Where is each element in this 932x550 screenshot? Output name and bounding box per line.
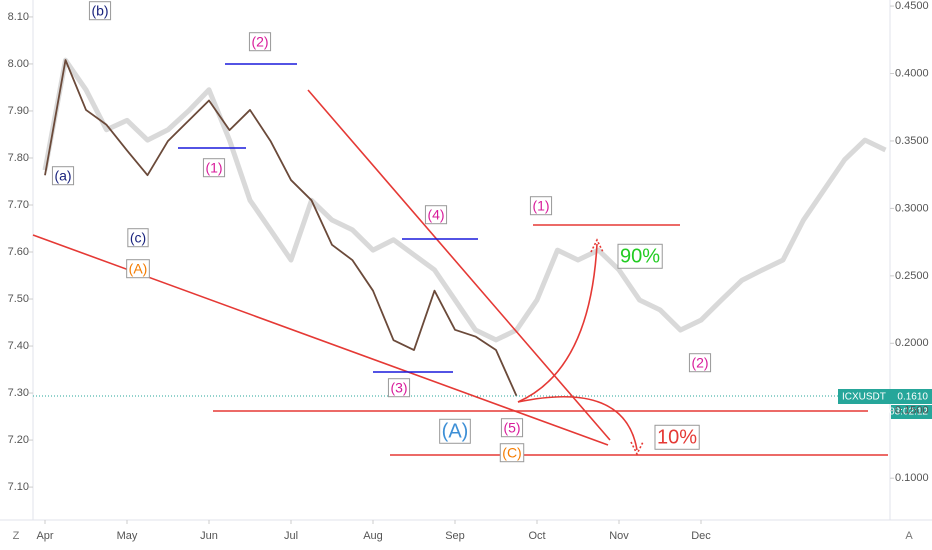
annotation: (b)	[91, 3, 108, 19]
annotation-box	[654, 424, 700, 450]
x-tick-label: Sep	[445, 530, 465, 542]
annotation-box	[688, 353, 712, 373]
price-line	[42, 57, 887, 343]
annotation-box	[88, 1, 112, 21]
y-tick-label: 7.80	[8, 152, 29, 164]
annotation: 90%	[620, 245, 660, 267]
annotation: (4)	[427, 207, 444, 223]
y2-tick-label: 0.4500	[895, 0, 929, 12]
annotation: (2)	[251, 34, 268, 50]
annotation: (2)	[691, 355, 708, 371]
y-tick-label: 7.90	[8, 105, 29, 117]
annotation: (5)	[503, 420, 520, 436]
arrow-down	[517, 395, 638, 451]
annotation: (1)	[205, 160, 222, 176]
annotation-box	[51, 166, 75, 186]
annotation: (A)	[129, 261, 148, 277]
annotation: (3)	[390, 380, 407, 396]
trend-line	[307, 89, 611, 441]
y2-tick-label: 0.4000	[895, 67, 929, 79]
x-tick-label: Nov	[609, 530, 629, 542]
annotation: (c)	[130, 230, 146, 246]
annotation-box	[248, 32, 272, 52]
y-tick-label: 8.10	[8, 11, 29, 23]
x-tick-label: Jun	[200, 530, 218, 542]
annotation-box	[529, 196, 553, 216]
x-tick-label: Jul	[284, 530, 298, 542]
x-tick-label: Apr	[36, 530, 53, 542]
y-tick-label: 7.40	[8, 340, 29, 352]
y2-tick-label: 0.1500	[895, 405, 929, 417]
annotation: 10%	[657, 426, 697, 448]
annotation: (1)	[532, 198, 549, 214]
y-tick-label: 7.70	[8, 199, 29, 211]
y2-tick-label: 0.2000	[895, 337, 929, 349]
corner-button[interactable]: A	[905, 530, 913, 542]
annotation-box	[499, 443, 525, 463]
y-tick-label: 7.60	[8, 246, 29, 258]
y-tick-label: 7.50	[8, 293, 29, 305]
arrow-up	[517, 243, 598, 403]
countdown-tag	[891, 405, 932, 419]
annotation-box	[126, 259, 150, 279]
countdown: 03:02:12	[889, 407, 928, 418]
price-tag	[838, 389, 932, 404]
corner-button[interactable]: Z	[13, 530, 20, 542]
price-tag-name: ICXUSDT	[842, 392, 886, 403]
y2-tick-label: 0.2500	[895, 270, 929, 282]
annotation-box	[439, 418, 471, 444]
y-tick-label: 7.30	[8, 387, 29, 399]
x-tick-label: May	[117, 530, 138, 542]
y2-tick-label: 0.3000	[895, 202, 929, 214]
x-tick-label: Dec	[691, 530, 711, 542]
annotation: (a)	[54, 168, 71, 184]
annotation-box	[127, 228, 149, 248]
annotation-box	[424, 205, 448, 225]
annotation-box	[617, 243, 663, 269]
x-tick-label: Aug	[363, 530, 383, 542]
y-tick-label: 7.10	[8, 481, 29, 493]
marks	[42, 57, 887, 397]
annotation: (C)	[502, 445, 521, 461]
annotation: (A)	[442, 420, 469, 442]
y2-tick-label: 0.1000	[895, 472, 929, 484]
arrow-head	[630, 441, 644, 456]
x-tick-label: Oct	[528, 530, 545, 542]
annotation-box	[387, 378, 411, 398]
price-line	[44, 59, 518, 397]
price-tag-value: 0.1610	[897, 392, 928, 403]
y-tick-label: 8.00	[8, 58, 29, 70]
y2-tick-label: 0.3500	[895, 135, 929, 147]
annotation-box	[202, 158, 226, 178]
annotation-box	[500, 418, 524, 438]
y-tick-label: 7.20	[8, 434, 29, 446]
arrow-head	[590, 238, 604, 253]
